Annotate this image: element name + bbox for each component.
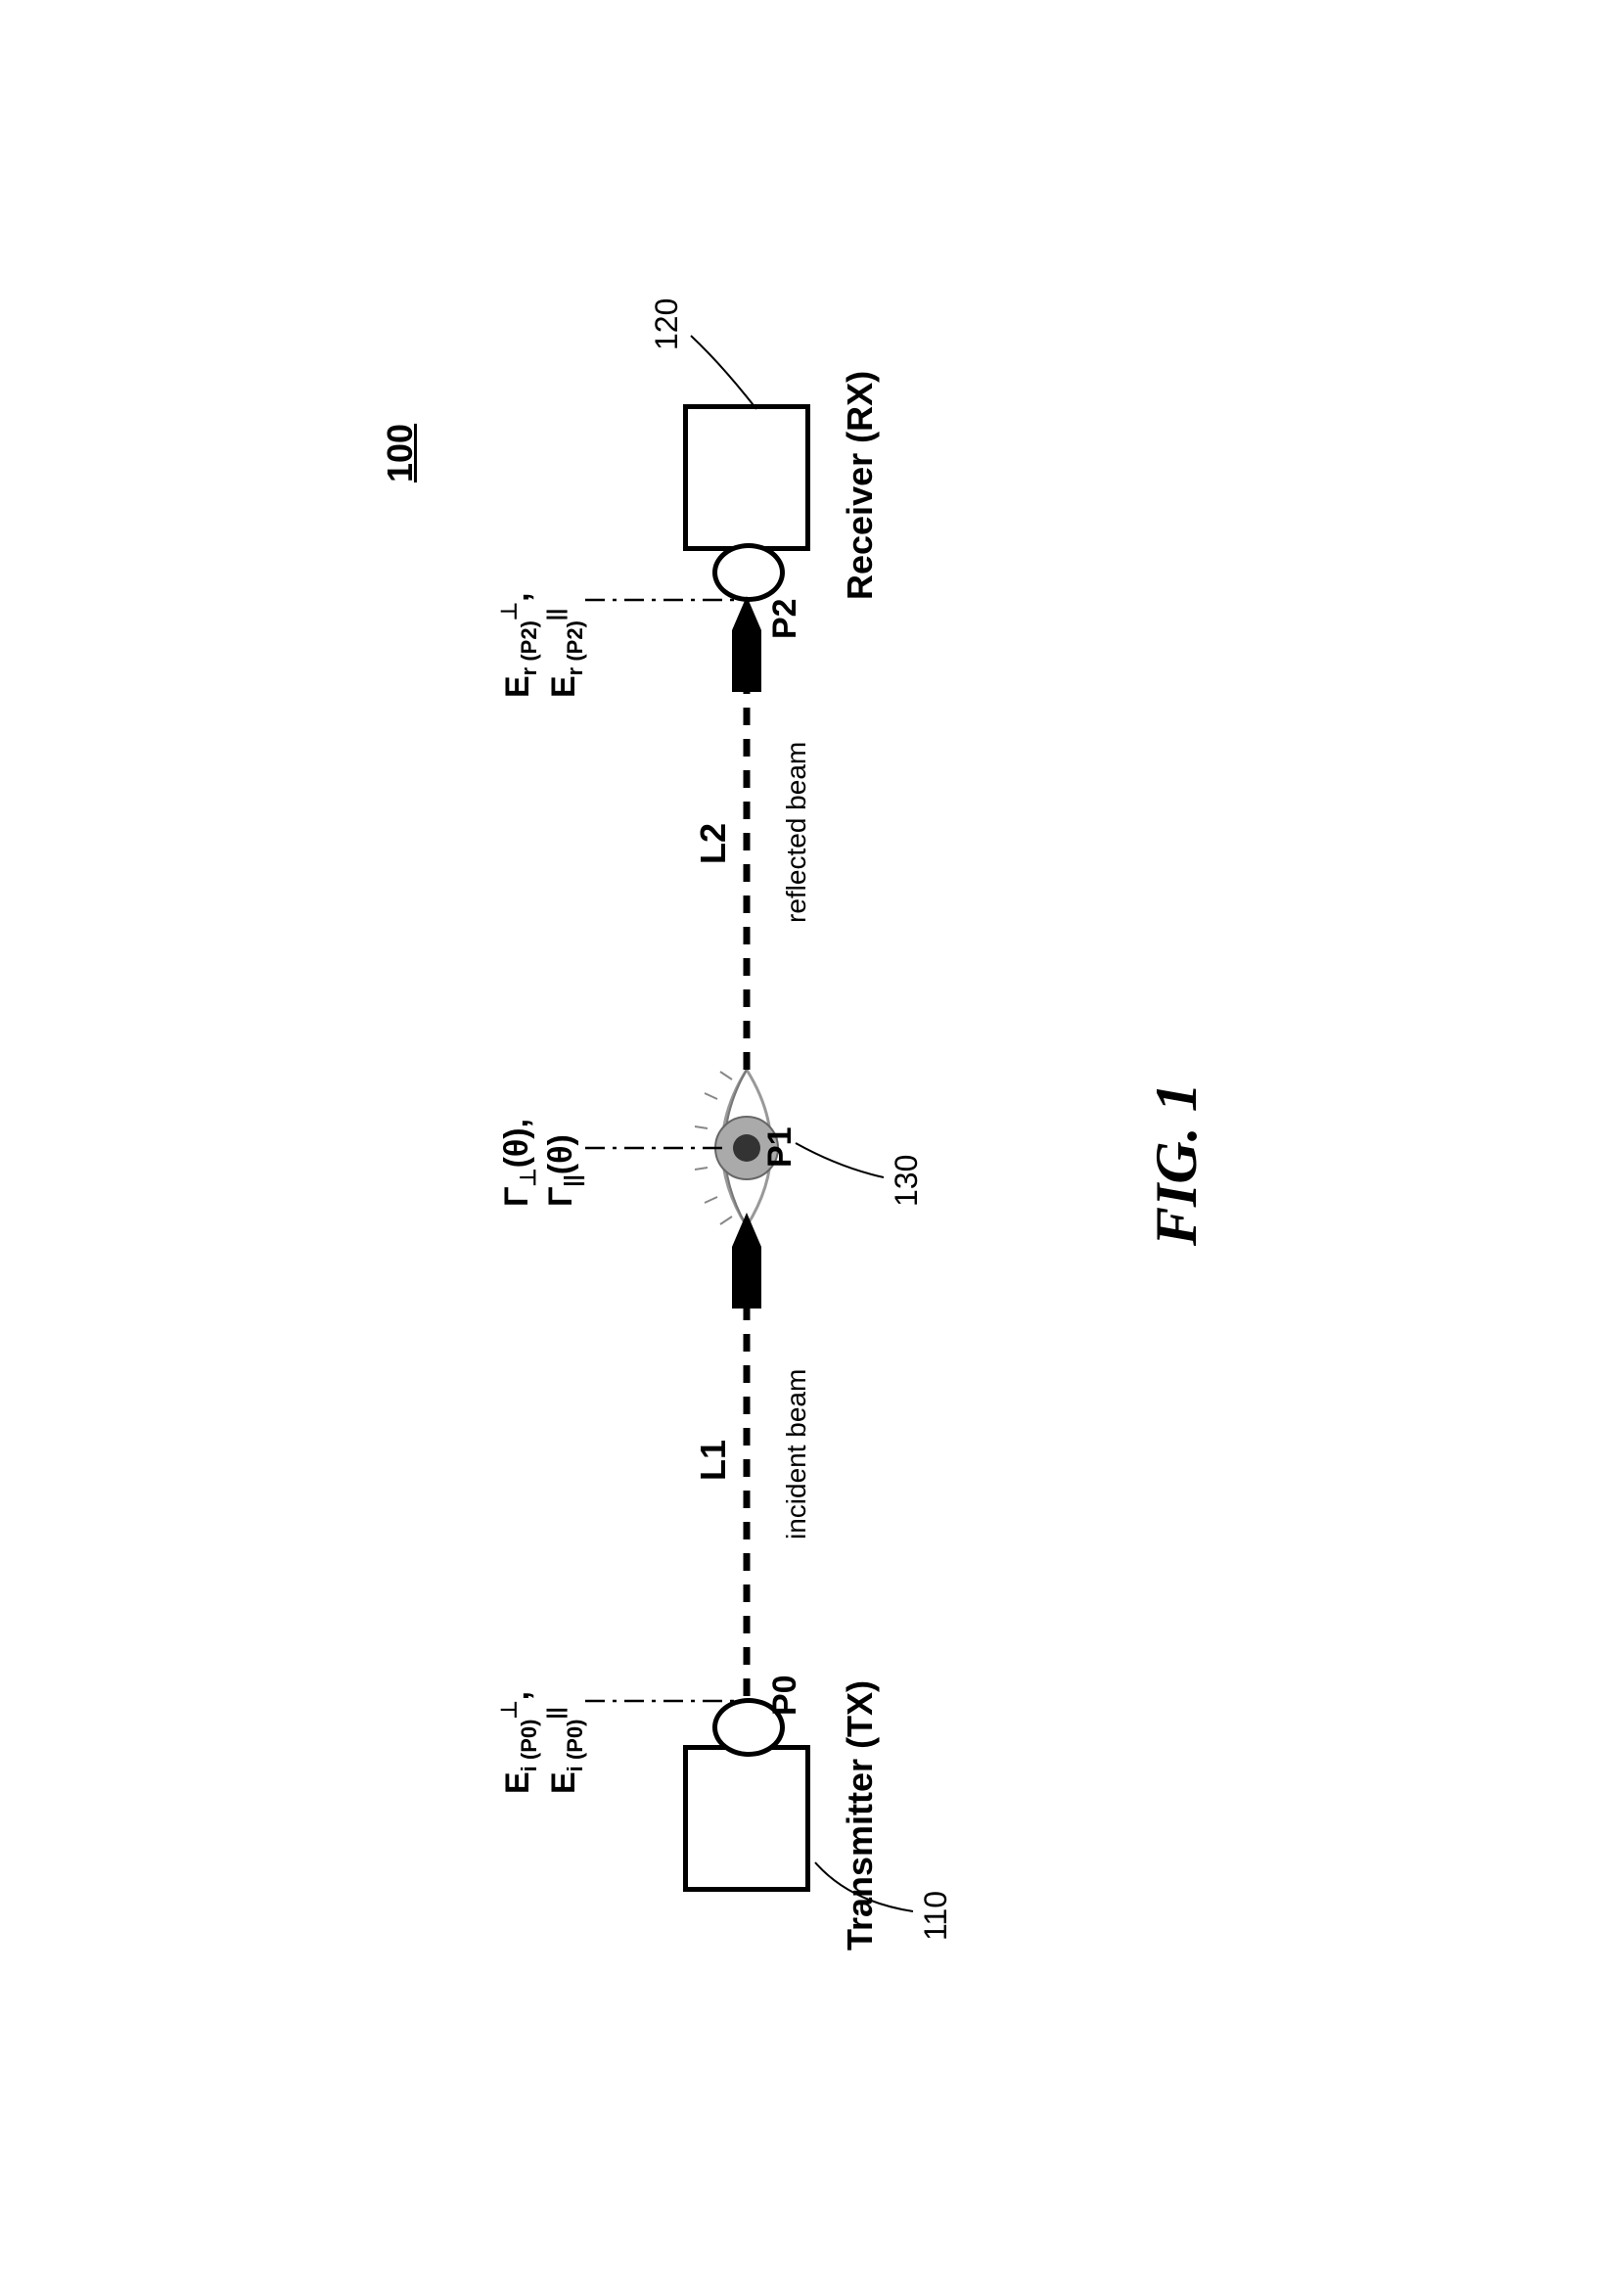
receiver-box	[683, 404, 810, 551]
reflected-beam-label: L2	[693, 823, 734, 864]
reflected-beam-caption: reflected beam	[781, 742, 812, 923]
transmitter-ref-leader	[810, 1833, 928, 1931]
reflected-beam	[732, 590, 761, 1070]
gamma-par: Γ||(θ)	[542, 1134, 579, 1207]
rx-e-par: Er (P2)||	[544, 609, 581, 698]
tx-field-leader	[585, 1696, 742, 1706]
system-ref: 100	[380, 424, 421, 482]
eye-ref-leader	[791, 1119, 889, 1187]
point-p0: P0	[766, 1675, 804, 1716]
figure-caption: FIG. 1	[1143, 1082, 1211, 1246]
figure-container: 100 Transmitter (TX) 110 P0 Ei (P0)⊥, Ei…	[213, 169, 1388, 2127]
eye-ref: 130	[889, 1155, 925, 1207]
eye-gamma-labels: Γ⊥(θ), Γ||(θ)	[497, 1119, 585, 1207]
rx-e-perp: Er (P2)⊥,	[499, 592, 536, 698]
rx-field-labels: Er (P2)⊥, Er (P2)||	[497, 592, 588, 698]
receiver-label: Receiver (RX)	[840, 371, 881, 600]
rx-field-leader	[585, 595, 742, 605]
incident-beam	[732, 1207, 761, 1696]
point-p2: P2	[766, 598, 804, 639]
tx-e-par: Ei (P0)||	[544, 1707, 581, 1794]
eye-gamma-leader	[585, 1143, 727, 1153]
gamma-perp: Γ⊥(θ),	[498, 1119, 535, 1207]
transmitter-ref: 110	[918, 1891, 954, 1941]
tx-field-labels: Ei (P0)⊥, Ei (P0)||	[497, 1691, 588, 1794]
tx-e-perp: Ei (P0)⊥,	[499, 1691, 536, 1794]
incident-beam-caption: incident beam	[781, 1369, 812, 1539]
receiver-ref-leader	[683, 326, 761, 424]
transmitter-box	[683, 1745, 810, 1892]
receiver-ref: 120	[649, 298, 685, 350]
incident-beam-label: L1	[693, 1440, 734, 1481]
